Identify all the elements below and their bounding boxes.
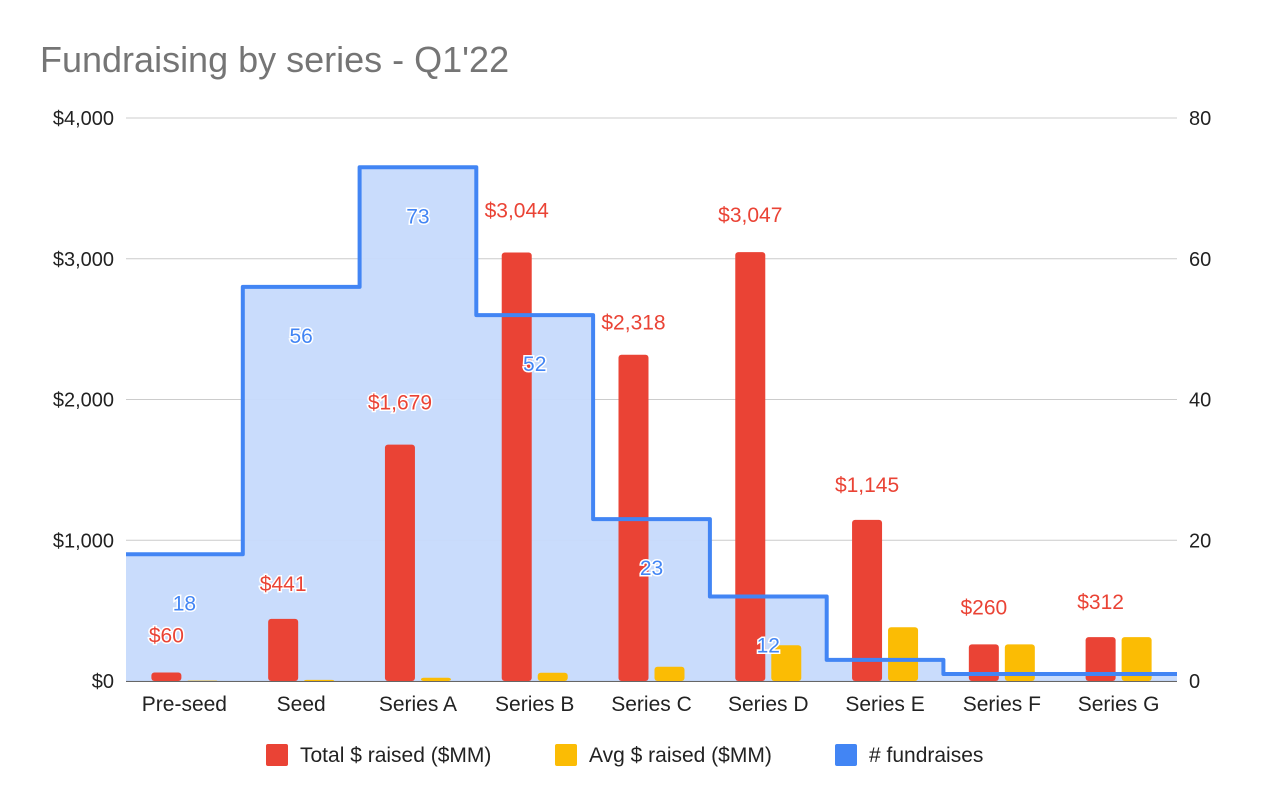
data-label-fundraises: 73	[406, 205, 429, 228]
fundraises-step-line	[126, 165, 1177, 676]
bar-total-raised	[384, 444, 415, 681]
bar-total-raised	[151, 672, 182, 681]
data-label-fundraises: 56	[289, 325, 312, 348]
legend-swatch	[266, 744, 288, 766]
data-label-total-raised: $2,318	[601, 312, 665, 335]
bars	[151, 252, 1152, 681]
x-tick-label: Seed	[277, 693, 326, 716]
y-left-tick-label: $3,000	[53, 249, 114, 271]
bar-avg-raised	[888, 627, 919, 681]
x-tick-label: Series B	[495, 693, 574, 716]
fundraises-area	[126, 167, 1177, 682]
y-right-tick-label: 60	[1189, 249, 1211, 271]
legend-label: Total $ raised ($MM)	[300, 744, 491, 767]
data-label-total-raised: $312	[1077, 591, 1124, 614]
fundraises-line	[126, 165, 1177, 676]
bar-total-raised	[268, 618, 299, 681]
data-label-total-raised: $60	[149, 625, 184, 648]
bar-avg-raised	[771, 645, 802, 681]
y-left-tick-label: $4,000	[53, 108, 114, 130]
chart-title: Fundraising by series - Q1'22	[40, 39, 509, 80]
x-tick-label: Series E	[845, 693, 924, 716]
legend-label: Avg $ raised ($MM)	[589, 744, 772, 767]
legend-swatch	[555, 744, 577, 766]
data-label-fundraises: 23	[640, 557, 663, 580]
data-labels: $60 $441 $1,679 $3,044 $2,318 $3,047 $1,145 $26…	[147, 198, 1125, 659]
legend: Total $ raised ($MM) Avg $ raised ($MM) # …	[266, 744, 983, 767]
bar-avg-raised	[537, 672, 568, 681]
fundraises-area-fill	[126, 167, 1177, 682]
x-tick-label: Series D	[728, 693, 809, 716]
bar-total-raised	[852, 519, 883, 681]
x-tick-label: Series C	[611, 693, 692, 716]
data-label-total-raised: $441	[260, 573, 307, 596]
legend-swatch	[835, 744, 857, 766]
data-label-total-raised: $260	[960, 596, 1007, 619]
y-left-tick-label: $0	[92, 671, 114, 693]
data-label-total-raised: $3,047	[718, 204, 782, 227]
data-label-total-raised: $1,679	[368, 392, 432, 415]
x-tick-label: Series G	[1078, 693, 1160, 716]
bar-avg-raised	[304, 679, 335, 681]
y-right-tick-label: 40	[1189, 390, 1211, 412]
x-tick-label: Series A	[379, 693, 457, 716]
x-tick-label: Series F	[963, 693, 1041, 716]
y-left-tick-label: $1,000	[53, 530, 114, 552]
data-label-fundraises: 18	[173, 592, 196, 615]
bar-avg-raised	[654, 666, 685, 681]
axis-labels: $0 $1,000 $2,000 $3,000 $4,000 0 20 40 60 80 Pre-s…	[53, 108, 1211, 716]
bar-total-raised	[968, 644, 999, 681]
data-label-total-raised: $3,044	[485, 200, 550, 223]
bar-avg-raised	[1004, 644, 1035, 681]
legend-label: # fundraises	[869, 744, 983, 767]
x-tick-label: Pre-seed	[142, 693, 227, 716]
data-label-total-raised: $1,145	[835, 474, 899, 497]
bar-total-raised	[1085, 637, 1116, 681]
bar-total-raised	[501, 252, 532, 681]
bar-avg-raised	[1121, 637, 1152, 681]
bar-total-raised	[735, 252, 766, 681]
y-right-tick-label: 0	[1189, 671, 1200, 693]
data-label-fundraises: 12	[757, 635, 780, 658]
y-left-tick-label: $2,000	[53, 390, 114, 412]
bar-avg-raised	[420, 677, 451, 681]
y-right-tick-label: 80	[1189, 108, 1211, 130]
y-right-tick-label: 20	[1189, 530, 1211, 552]
data-label-fundraises: 52	[523, 353, 546, 376]
